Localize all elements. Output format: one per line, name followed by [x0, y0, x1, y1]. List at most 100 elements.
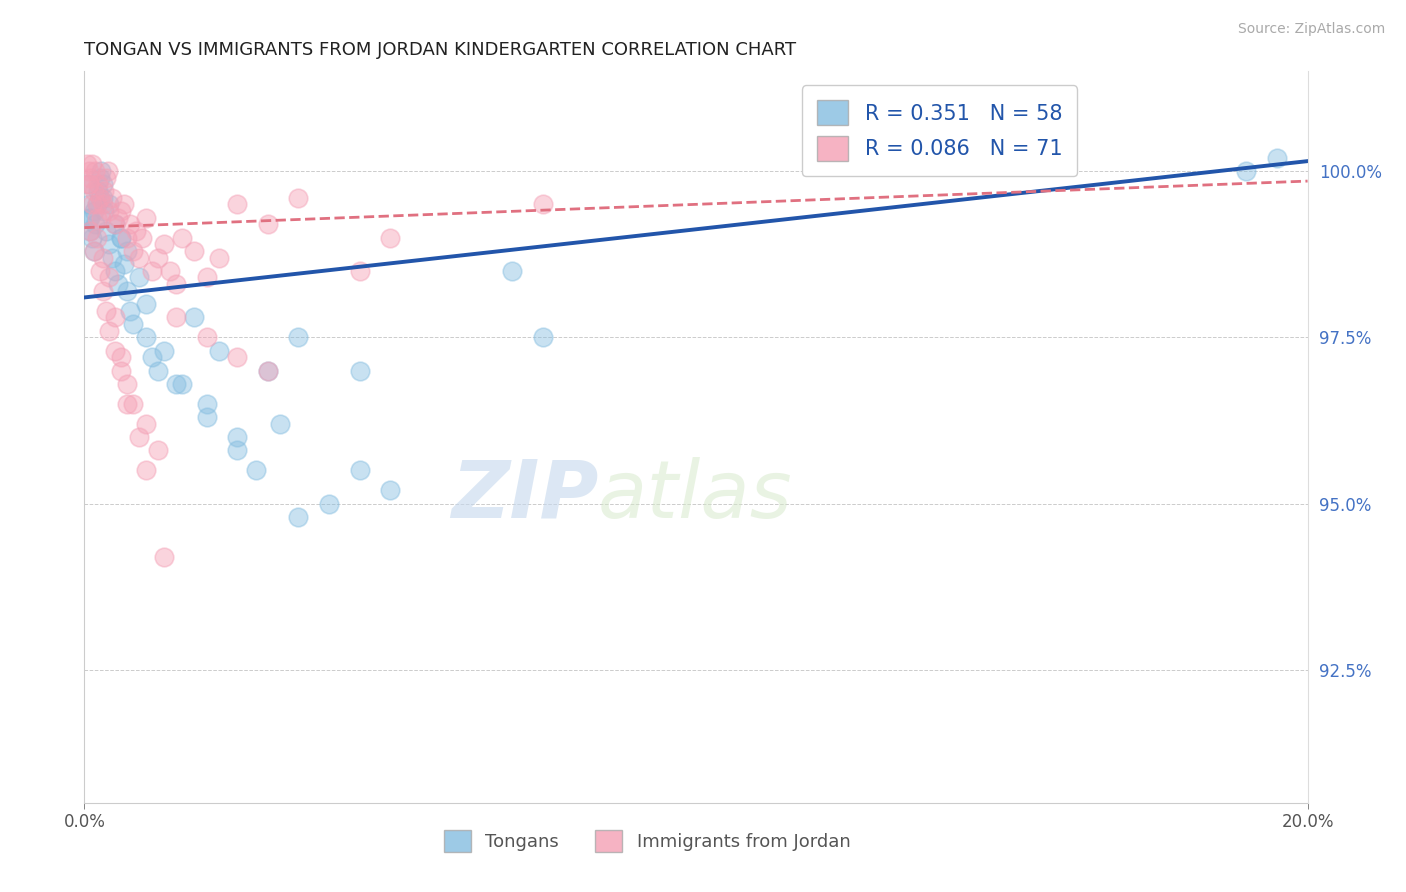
- Point: [104, 217, 127, 231]
- Point: [122, 317, 145, 331]
- Point: [80, 197, 103, 211]
- Point: [110, 230, 132, 244]
- Point: [349, 363, 371, 377]
- Text: atlas: atlas: [598, 457, 793, 534]
- Point: [77, 211, 100, 225]
- Point: [112, 257, 135, 271]
- Point: [77, 178, 100, 192]
- Text: Source: ZipAtlas.com: Source: ZipAtlas.com: [1237, 22, 1385, 37]
- Point: [83, 184, 105, 198]
- Point: [122, 397, 145, 411]
- Point: [1236, 164, 1258, 178]
- Point: [245, 463, 267, 477]
- Point: [97, 204, 120, 219]
- Point: [165, 277, 187, 292]
- Point: [94, 303, 117, 318]
- Point: [226, 197, 249, 211]
- Point: [86, 197, 108, 211]
- Point: [380, 230, 402, 244]
- Point: [146, 363, 169, 377]
- Point: [110, 204, 132, 219]
- Point: [122, 244, 145, 258]
- Point: [195, 330, 218, 344]
- Point: [104, 343, 127, 358]
- Point: [84, 164, 107, 178]
- Point: [226, 443, 249, 458]
- Point: [79, 170, 101, 185]
- Point: [86, 197, 108, 211]
- Point: [531, 330, 554, 344]
- Point: [195, 410, 218, 425]
- Point: [380, 483, 402, 498]
- Point: [135, 297, 157, 311]
- Point: [110, 230, 132, 244]
- Point: [91, 251, 114, 265]
- Point: [79, 211, 101, 225]
- Point: [208, 343, 231, 358]
- Point: [531, 197, 554, 211]
- Point: [110, 363, 132, 377]
- Point: [153, 549, 176, 564]
- Point: [141, 264, 163, 278]
- Point: [89, 170, 111, 185]
- Point: [128, 251, 150, 265]
- Point: [1265, 151, 1288, 165]
- Point: [257, 363, 280, 377]
- Point: [91, 178, 114, 192]
- Point: [104, 217, 127, 231]
- Point: [94, 170, 117, 185]
- Point: [84, 217, 107, 231]
- Point: [115, 230, 138, 244]
- Point: [80, 230, 103, 244]
- Point: [135, 330, 157, 344]
- Point: [77, 164, 100, 178]
- Point: [287, 330, 309, 344]
- Point: [208, 251, 231, 265]
- Point: [120, 303, 142, 318]
- Point: [89, 191, 111, 205]
- Point: [97, 164, 120, 178]
- Point: [269, 417, 291, 431]
- Point: [502, 264, 524, 278]
- Point: [91, 284, 114, 298]
- Point: [195, 397, 218, 411]
- Text: ZIP: ZIP: [451, 457, 598, 534]
- Point: [91, 197, 114, 211]
- Point: [115, 244, 138, 258]
- Point: [165, 310, 187, 325]
- Point: [112, 197, 135, 211]
- Point: [97, 324, 120, 338]
- Point: [89, 191, 111, 205]
- Point: [120, 217, 142, 231]
- Point: [101, 191, 124, 205]
- Point: [76, 178, 98, 192]
- Point: [79, 224, 101, 238]
- Point: [125, 224, 148, 238]
- Point: [77, 197, 100, 211]
- Point: [93, 204, 115, 219]
- Point: [93, 184, 115, 198]
- Point: [318, 497, 340, 511]
- Point: [90, 211, 112, 225]
- Point: [97, 237, 120, 252]
- Point: [131, 230, 153, 244]
- Point: [165, 376, 187, 391]
- Point: [80, 157, 103, 171]
- Point: [97, 197, 120, 211]
- Point: [153, 237, 176, 252]
- Point: [349, 463, 371, 477]
- Point: [195, 270, 218, 285]
- Point: [153, 343, 176, 358]
- Point: [86, 211, 108, 225]
- Point: [97, 270, 120, 285]
- Point: [115, 397, 138, 411]
- Point: [257, 363, 280, 377]
- Point: [104, 264, 127, 278]
- Point: [287, 191, 309, 205]
- Point: [115, 284, 138, 298]
- Point: [87, 178, 110, 192]
- Point: [226, 430, 249, 444]
- Point: [79, 224, 101, 238]
- Point: [172, 376, 194, 391]
- Point: [110, 351, 132, 365]
